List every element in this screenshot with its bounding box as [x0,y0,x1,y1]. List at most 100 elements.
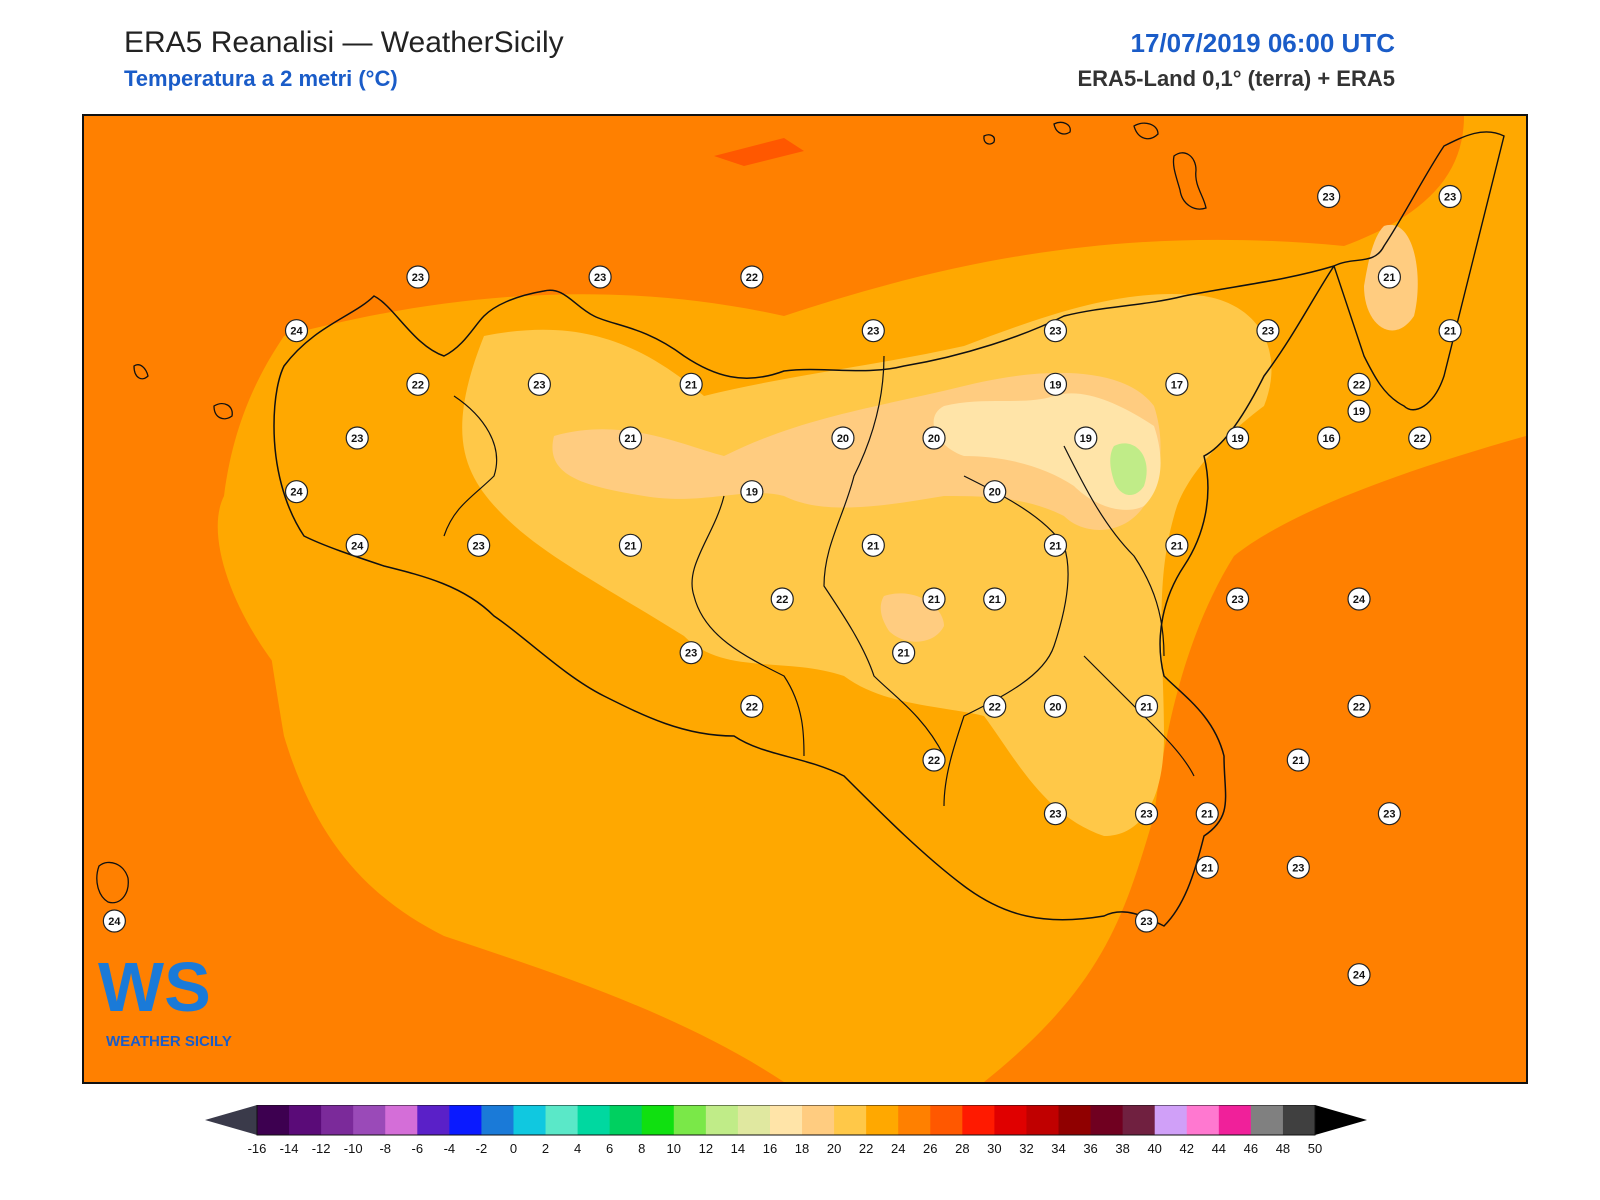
station-label: 21 [983,587,1007,611]
station-marker [1347,372,1371,396]
station-label: 21 [861,533,885,557]
station-value: 20 [989,487,1001,499]
station-marker [618,533,643,557]
station-labels: 23 23 22 24 23 23 23 23 21 22 19 21 23 22 23 21 19 17 23 21… [102,184,1462,987]
colorbar-swatch [737,1105,771,1135]
colorbar-swatch [545,1105,579,1135]
station-label: 21 [1438,319,1462,343]
station-value: 19 [1231,433,1243,445]
station-label: 22 [1347,694,1371,718]
temperature-map: 23 23 22 24 23 23 23 23 21 22 19 21 23 22 23 21 19 17 23 21… [82,114,1528,1084]
colorbar-tick-label: -8 [379,1141,391,1156]
colorbar-tick-label: 4 [574,1141,581,1156]
station-value: 19 [1353,406,1365,418]
station-value: 23 [594,272,606,284]
station-label: 24 [284,319,309,343]
station-value: 16 [1323,433,1335,445]
station-label: 19 [740,480,764,504]
station-label: 22 [740,694,764,718]
colorbar-outline [256,1104,1316,1136]
station-label: 23 [861,319,885,343]
station-value: 21 [928,594,940,606]
station-label: 21 [1195,855,1219,879]
station-marker [679,372,703,396]
station-marker [1286,748,1310,772]
station-value: 24 [108,916,121,928]
station-value: 21 [1444,326,1456,338]
station-marker [1377,265,1401,289]
station-value: 17 [1171,379,1183,391]
station-label: 20 [1043,694,1068,718]
colorbar-swatch [1218,1105,1252,1135]
station-marker [1225,426,1250,450]
station-marker [588,265,612,289]
band-24-west [305,363,395,556]
station-value: 21 [1171,540,1183,552]
station-marker [102,909,126,933]
station-label: 23 [679,641,703,665]
station-marker [1317,426,1341,450]
colorbar-tick-label: 26 [923,1141,937,1156]
colorbar-swatch [1282,1105,1316,1135]
colorbar-swatch [481,1105,514,1135]
station-value: 23 [1140,916,1152,928]
station-marker [467,533,491,557]
colorbar-swatch [769,1105,803,1135]
colorbar-swatch [641,1105,675,1135]
colorbar-tick-label: 32 [1019,1141,1033,1156]
colorbar-swatch [1026,1105,1060,1135]
station-marker [831,426,855,450]
station-label: 22 [770,587,794,611]
station-label: 17 [1165,372,1189,396]
station-label: 19 [1347,399,1371,423]
colorbar-tick-label: 44 [1212,1141,1226,1156]
colorbar-canvas: -16 -14 -12 -10 -8 -6 -4 -2 0 2 4 6 8 10 12 14 16 18 20 22 2… [205,1104,1367,1156]
station-value: 23 [473,540,485,552]
colorbar-tick-label: 18 [795,1141,809,1156]
island-marettimo [133,364,149,380]
station-label: 21 [618,426,643,450]
island-alicudi [983,134,996,145]
station-value: 23 [412,272,424,284]
station-value: 23 [1049,809,1061,821]
map-title: ERA5 Reanalisi — WeatherSicily [124,26,564,59]
station-marker [1438,319,1462,343]
valid-datetime: 17/07/2019 06:00 UTC [1130,28,1395,58]
station-label: 22 [740,265,764,289]
station-label: 23 [1286,855,1310,879]
colorbar-swatch [321,1105,354,1135]
station-label: 23 [1256,319,1280,343]
data-source: ERA5-Land 0,1° (terra) + ERA5 [1077,66,1396,91]
colorbar-max-arrow [1315,1105,1367,1135]
colorbar-tick-label: -4 [444,1141,456,1156]
station-label: 21 [679,372,703,396]
station-marker [861,533,885,557]
map-canvas: 23 23 22 24 23 23 23 23 21 22 19 21 23 22 23 21 19 17 23 21… [84,116,1526,1082]
station-value: 23 [1323,192,1335,204]
colorbar-swatch [1154,1105,1188,1135]
station-value: 23 [351,433,363,445]
station-value: 23 [1140,809,1152,821]
station-marker [1165,533,1189,557]
colorbar-tick-label: 8 [638,1141,645,1156]
station-value: 21 [624,540,636,552]
province-border-ag [691,495,805,757]
station-label: 24 [345,533,369,557]
station-label: 23 [1043,802,1068,826]
station-value: 24 [1353,594,1366,606]
station-value: 19 [1080,433,1092,445]
colorbar-tick-label: 46 [1244,1141,1258,1156]
station-marker [1043,694,1068,718]
station-label: 24 [1347,963,1371,987]
colorbar-tick-label: 34 [1051,1141,1065,1156]
station-label: 23 [406,265,430,289]
station-marker [345,426,369,450]
colorbar-tick-label: 22 [859,1141,873,1156]
station-value: 21 [624,433,636,445]
station-label: 21 [1043,533,1068,557]
band-24-south [264,570,952,1082]
station-label: 23 [1377,802,1401,826]
station-value: 21 [685,379,697,391]
station-value: 19 [1049,379,1061,391]
station-marker [1438,184,1462,209]
